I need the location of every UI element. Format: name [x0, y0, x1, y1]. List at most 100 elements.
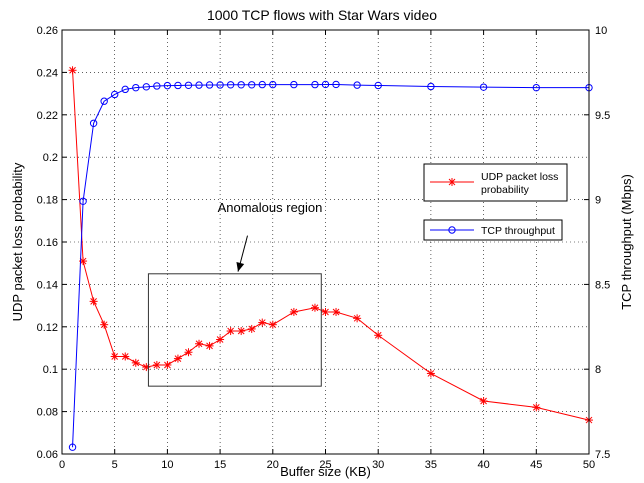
y-right-tick-label: 7.5 [595, 449, 610, 461]
star-marker [258, 318, 267, 327]
star-marker [479, 397, 488, 405]
circle-marker [174, 81, 182, 90]
y-right-tick-label: 9 [595, 195, 601, 207]
circle-marker [353, 81, 361, 89]
star-marker-stroke [269, 321, 277, 329]
star-marker-stroke [448, 178, 456, 186]
x-tick-label: 25 [319, 459, 331, 471]
x-tick-label: 5 [112, 459, 118, 471]
x-axis-label: Buffer size (KB) [280, 464, 371, 479]
series-layer [68, 66, 593, 451]
circle-marker [68, 443, 77, 451]
circle-marker [311, 80, 319, 89]
circle-marker [195, 81, 203, 89]
star-marker [532, 403, 541, 412]
circle-marker [479, 83, 488, 91]
circle-marker [374, 81, 382, 90]
y-left-tick-label: 0.18 [37, 195, 58, 207]
circle-marker [427, 82, 435, 91]
star-marker [237, 327, 246, 336]
star-marker-stroke [121, 353, 129, 360]
circle-marker [332, 80, 340, 89]
y-left-tick-label: 0.1 [43, 364, 58, 376]
star-marker [195, 339, 204, 348]
y-left-tick-label: 0.12 [37, 322, 58, 334]
star-marker [173, 354, 182, 363]
legend-label: TCP throughput [481, 225, 555, 237]
star-marker-stroke [427, 370, 435, 377]
star-marker [448, 178, 456, 186]
y-left-tick-label: 0.08 [37, 407, 58, 419]
star-marker [68, 66, 77, 75]
star-marker-stroke [332, 308, 340, 316]
star-marker-stroke [69, 66, 76, 74]
circle-marker [258, 80, 266, 89]
star-marker-stroke [480, 397, 487, 405]
circle-marker [132, 83, 140, 92]
star-marker [321, 307, 330, 316]
anomalous-region-box [147, 273, 322, 387]
star-marker-stroke [100, 321, 108, 329]
star-marker [332, 307, 341, 316]
y-left-tick-label: 0.16 [37, 237, 58, 249]
star-marker-stroke [132, 359, 140, 367]
circle-marker [269, 80, 277, 89]
star-marker [163, 360, 172, 369]
circle-marker [290, 80, 298, 89]
circle-marker [153, 82, 161, 90]
star-marker [374, 331, 383, 340]
star-marker-stroke [90, 298, 97, 305]
star-marker [226, 327, 235, 336]
star-marker-stroke [174, 355, 182, 362]
star-marker-stroke [258, 319, 266, 326]
circle-marker [121, 85, 129, 94]
x-tick-label: 30 [372, 459, 384, 471]
star-marker-stroke [353, 314, 361, 322]
star-marker-stroke [290, 308, 298, 316]
y-axis-left: 0.06 0.08 0.1 0.12 0.14 0.16 0.18 0.2 0.22 0.24 0.… [37, 25, 67, 461]
circle-marker [321, 80, 330, 89]
y-axis-right-label: TCP throughput (Mbps) [619, 174, 634, 310]
star-marker-stroke [195, 340, 203, 348]
y-left-tick-label: 0.22 [37, 110, 58, 122]
legend-label: probability [481, 184, 530, 196]
star-marker [89, 297, 98, 306]
legend-label: UDP packet loss [481, 171, 558, 183]
star-marker [289, 307, 298, 316]
star-marker-stroke [374, 331, 382, 339]
x-axis: 0 5 10 15 20 25 30 35 40 45 50 [59, 30, 595, 471]
star-marker [216, 335, 225, 344]
star-marker [268, 320, 277, 329]
annotation-arrow-head [236, 261, 245, 272]
star-marker-stroke [216, 336, 224, 343]
annotation-text: Anomalous region [218, 200, 323, 215]
star-marker [205, 341, 214, 350]
circle-marker [100, 97, 108, 105]
x-tick-label: 15 [214, 459, 226, 471]
circle-marker [216, 81, 224, 89]
x-tick-label: 0 [59, 459, 65, 471]
star-marker-stroke [164, 361, 171, 369]
circle-marker [163, 81, 172, 90]
star-marker [353, 314, 362, 323]
grid [62, 30, 589, 454]
star-marker-stroke [248, 325, 256, 333]
circle-marker [205, 81, 214, 89]
y-left-tick-label: 0.2 [43, 152, 58, 164]
circle-marker [79, 197, 87, 205]
star-marker [426, 369, 435, 378]
x-tick-label: 20 [267, 459, 279, 471]
star-marker-stroke [153, 361, 161, 369]
legend-tcp-throughput: TCP throughput [423, 219, 563, 241]
star-marker-stroke [532, 404, 540, 411]
chart-title: 1000 TCP flows with Star Wars video [207, 7, 437, 23]
star-marker [152, 360, 161, 369]
circle-marker [248, 81, 256, 89]
y-left-tick-label: 0.06 [37, 449, 58, 461]
annotation: Anomalous region [147, 200, 323, 387]
circle-marker [532, 83, 540, 92]
x-tick-label: 35 [425, 459, 437, 471]
x-tick-label: 10 [161, 459, 173, 471]
circle-marker [142, 83, 151, 91]
